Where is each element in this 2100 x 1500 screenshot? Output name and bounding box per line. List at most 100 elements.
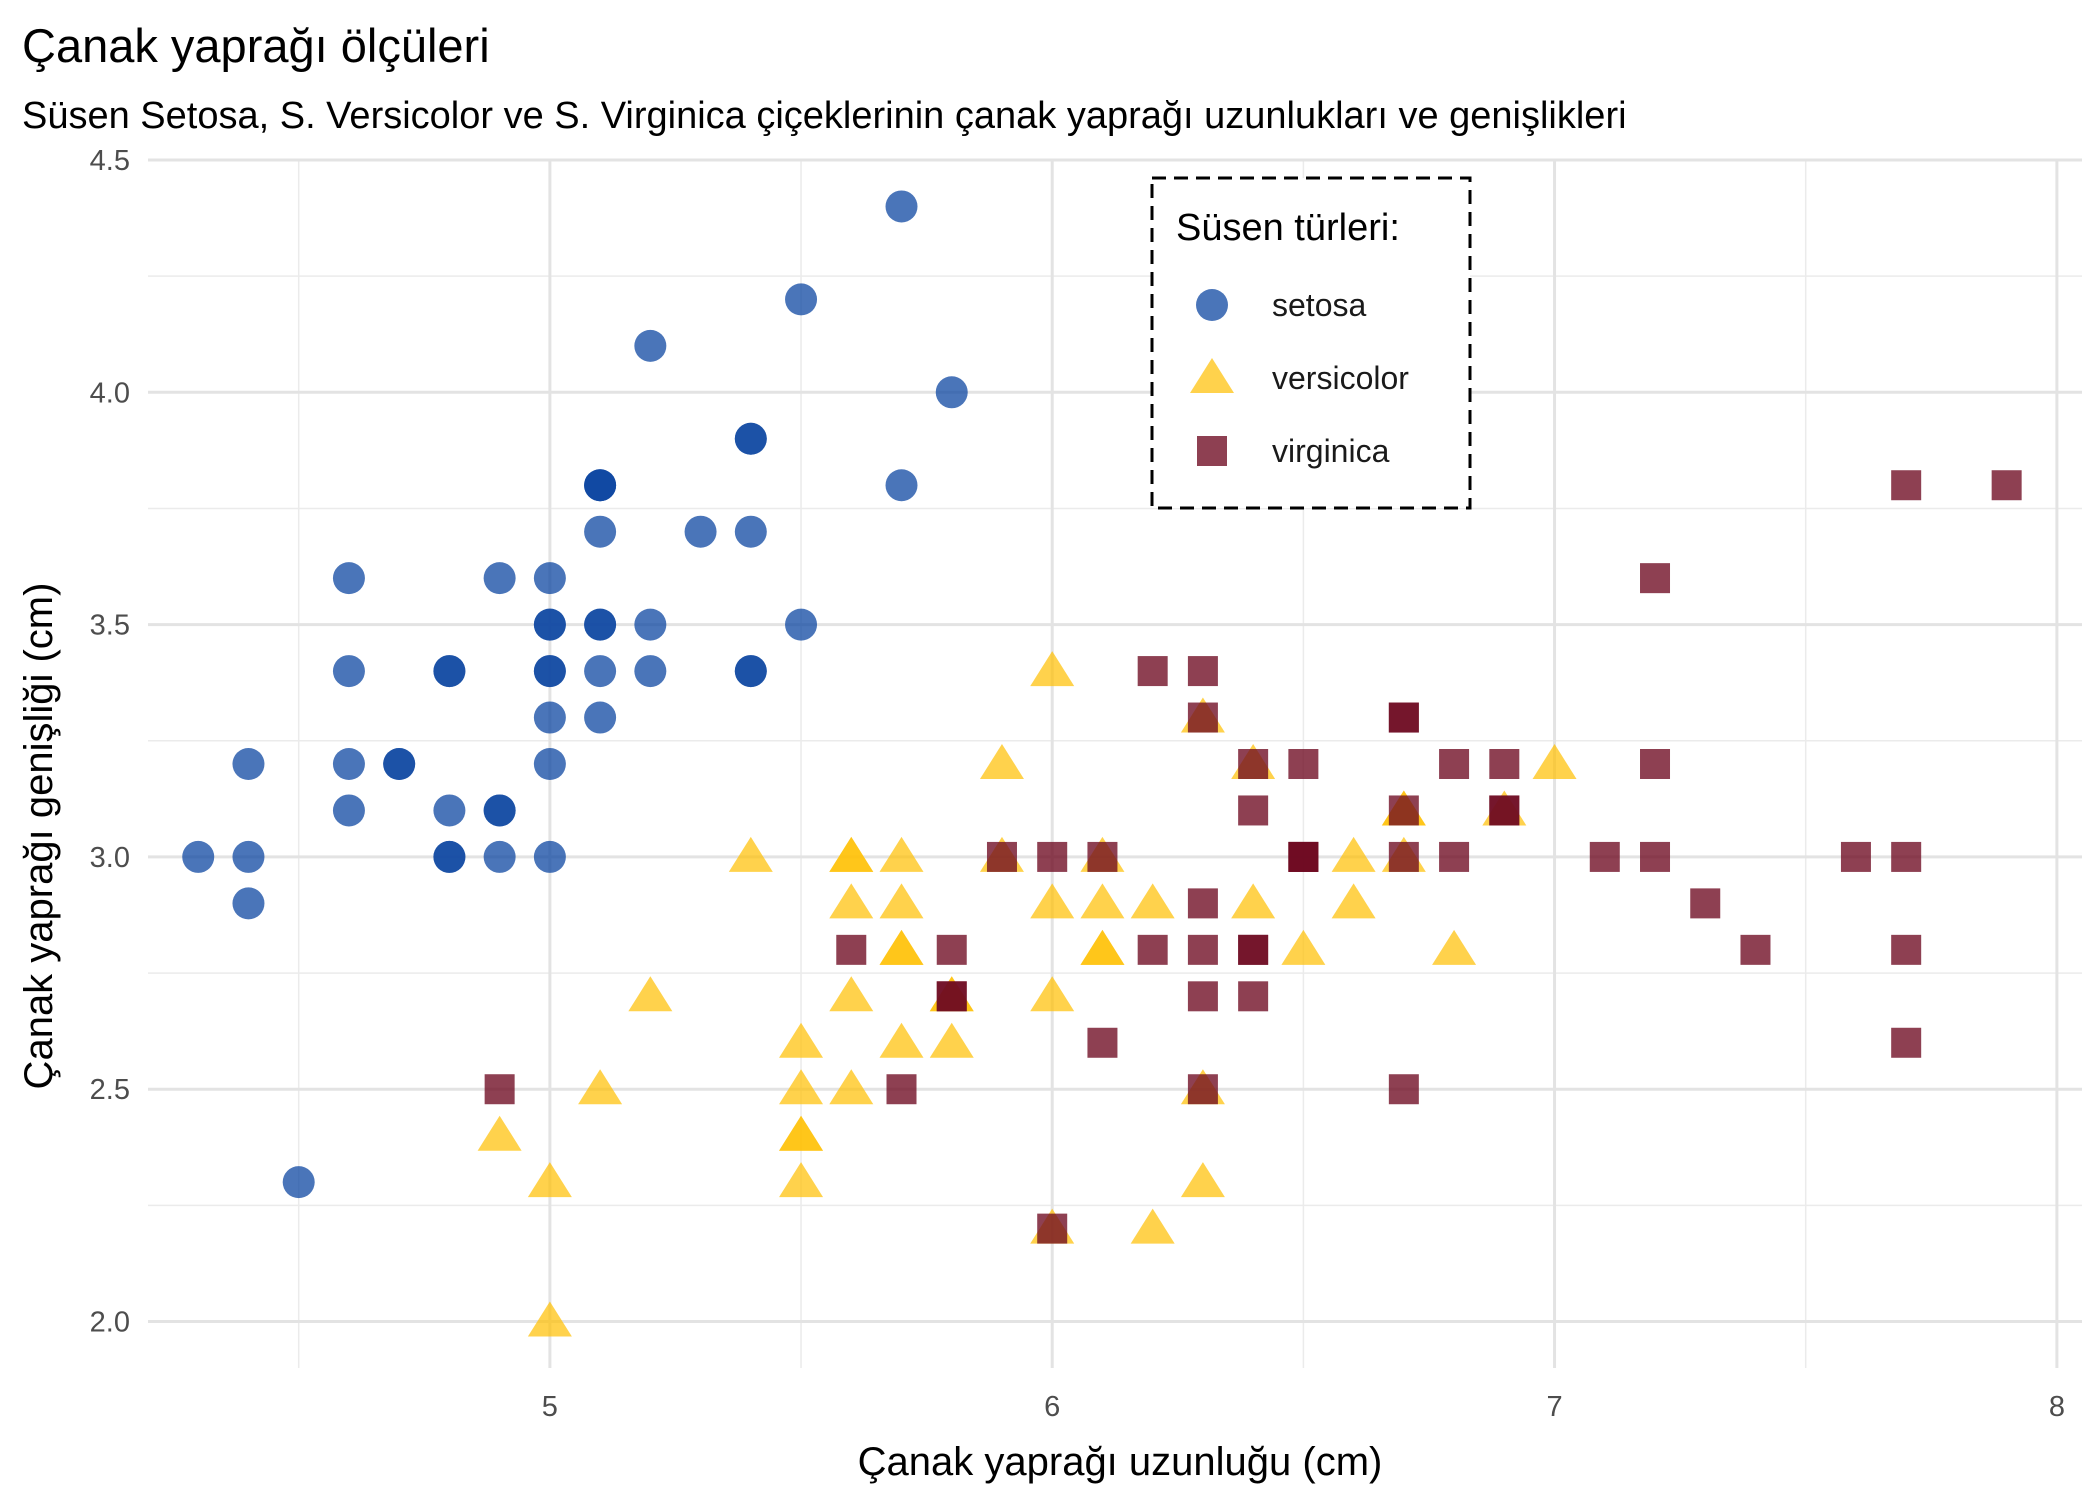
versicolor-point: [1432, 929, 1477, 965]
versicolor-point: [829, 1069, 874, 1105]
versicolor-point: [779, 1162, 824, 1198]
setosa-point: [584, 515, 617, 548]
versicolor-point: [979, 744, 1024, 779]
legend-keys: setosa versicolor virginica: [1190, 287, 1409, 469]
virginica-point: [1439, 841, 1470, 872]
virginica-point: [1991, 470, 2022, 501]
setosa-point: [584, 655, 617, 688]
y-axis-title: Çanak yaprağı genişliği (cm): [17, 583, 61, 1090]
virginica-point: [836, 934, 867, 965]
setosa-point: [232, 887, 265, 920]
legend-key-versicolor: [1190, 358, 1234, 393]
setosa-point: [332, 794, 365, 827]
series-versicolor: [477, 651, 1577, 1337]
x-axis-title: Çanak yaprağı uzunluğu (cm): [858, 1440, 1383, 1484]
versicolor-point: [1030, 976, 1075, 1012]
setosa-point: [734, 655, 767, 688]
setosa-point: [433, 794, 466, 827]
virginica-point: [1640, 841, 1671, 872]
versicolor-point: [879, 883, 924, 919]
setosa-point: [483, 840, 516, 873]
legend-title: Süsen türleri:: [1176, 207, 1400, 249]
setosa-point: [533, 655, 566, 688]
setosa-point: [734, 515, 767, 548]
setosa-point: [182, 840, 215, 873]
x-tick-label: 5: [542, 1391, 558, 1423]
setosa-point: [634, 608, 667, 641]
virginica-point: [1037, 841, 1068, 872]
virginica-point: [1640, 563, 1671, 594]
x-tick-label: 8: [2049, 1391, 2065, 1423]
setosa-point: [533, 701, 566, 734]
versicolor-point: [1180, 1162, 1225, 1198]
x-tick-label: 7: [1546, 1391, 1562, 1423]
versicolor-point: [1130, 1208, 1175, 1244]
virginica-point: [986, 841, 1017, 872]
setosa-point: [383, 748, 416, 780]
virginica-point: [1238, 795, 1269, 826]
versicolor-point: [879, 929, 924, 965]
setosa-point: [935, 376, 968, 409]
versicolor-point: [527, 1301, 572, 1337]
x-tick-label: 6: [1044, 1391, 1060, 1423]
setosa-point: [634, 655, 667, 688]
setosa-point: [282, 1166, 315, 1199]
setosa-point: [584, 701, 617, 734]
setosa-point: [885, 469, 918, 502]
virginica-point: [1891, 1027, 1922, 1058]
virginica-point: [1238, 934, 1269, 965]
virginica-point: [484, 1074, 515, 1105]
grid: [148, 158, 2082, 1368]
versicolor-point: [779, 1022, 824, 1058]
setosa-point: [533, 840, 566, 873]
virginica-point: [936, 981, 967, 1012]
legend-key-setosa: [1196, 289, 1228, 321]
versicolor-point: [1331, 883, 1376, 919]
virginica-point: [1187, 656, 1218, 687]
setosa-point: [584, 608, 617, 641]
virginica-point: [1589, 841, 1620, 872]
virginica-point: [1489, 795, 1520, 826]
setosa-point: [634, 329, 667, 362]
setosa-point: [232, 748, 265, 780]
versicolor-point: [1030, 883, 1075, 919]
versicolor-point: [628, 976, 673, 1012]
setosa-point: [785, 608, 818, 641]
virginica-point: [1640, 749, 1671, 779]
versicolor-point: [779, 1069, 824, 1105]
versicolor-point: [829, 976, 874, 1012]
virginica-point: [1187, 981, 1218, 1012]
virginica-point: [1238, 749, 1269, 779]
virginica-point: [1087, 1027, 1118, 1058]
versicolor-point: [477, 1115, 522, 1151]
legend-label-versicolor: versicolor: [1272, 360, 1409, 396]
setosa-point: [433, 655, 466, 688]
data-points: [182, 190, 2022, 1337]
legend-label-virginica: virginica: [1272, 433, 1390, 469]
series-setosa: [182, 190, 968, 1199]
setosa-point: [533, 562, 566, 595]
series-virginica: [484, 470, 2022, 1244]
setosa-point: [332, 655, 365, 688]
setosa-point: [483, 794, 516, 827]
virginica-point: [1087, 841, 1118, 872]
virginica-point: [1187, 934, 1218, 965]
virginica-point: [1137, 934, 1168, 965]
setosa-point: [785, 283, 818, 316]
y-tick-label: 4.5: [90, 145, 130, 177]
versicolor-point: [728, 836, 773, 872]
setosa-point: [734, 422, 767, 455]
virginica-point: [1388, 795, 1419, 826]
versicolor-point: [527, 1162, 572, 1198]
setosa-point: [433, 840, 466, 873]
versicolor-point: [578, 1069, 623, 1105]
virginica-point: [1137, 656, 1168, 687]
virginica-point: [1388, 841, 1419, 872]
versicolor-point: [1281, 929, 1326, 965]
setosa-point: [533, 748, 566, 780]
virginica-point: [1489, 749, 1520, 779]
y-tick-label: 4.0: [90, 377, 130, 409]
virginica-point: [1840, 841, 1871, 872]
